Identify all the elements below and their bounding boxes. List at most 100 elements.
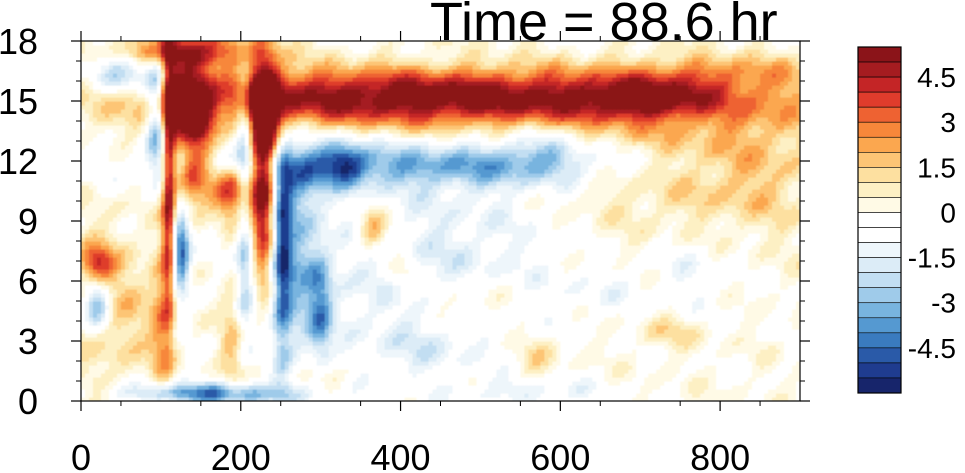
heatmap-cell — [412, 353, 418, 358]
heatmap-cell — [676, 337, 681, 342]
heatmap-cell — [144, 289, 150, 294]
heatmap-cell — [564, 297, 569, 302]
heatmap-cell — [796, 337, 800, 342]
heatmap-cell — [612, 369, 617, 374]
heatmap-cell — [772, 345, 777, 350]
heatmap-cell — [552, 365, 557, 370]
heatmap-cell — [592, 385, 597, 390]
heatmap-cell — [268, 373, 274, 378]
heatmap-cell — [200, 297, 206, 302]
heatmap-cell — [752, 329, 757, 334]
heatmap-cell — [88, 305, 94, 310]
heatmap-cell — [628, 385, 633, 390]
heatmap-cell — [744, 393, 749, 398]
heatmap-cell — [304, 377, 310, 382]
heatmap-cell — [792, 325, 797, 330]
heatmap-cell — [220, 293, 226, 298]
heatmap-cell — [664, 345, 669, 350]
heatmap-cell — [412, 349, 418, 354]
heatmap-cell — [400, 365, 406, 370]
heatmap-cell — [740, 393, 745, 398]
heatmap-cell — [592, 301, 597, 306]
heatmap-cell — [316, 353, 322, 358]
heatmap-cell — [336, 317, 342, 322]
heatmap-cell — [332, 389, 338, 394]
heatmap-cell — [308, 381, 314, 386]
heatmap-cell — [688, 373, 693, 378]
heatmap-cell — [632, 357, 637, 362]
heatmap-cell — [200, 377, 206, 382]
heatmap-cell — [560, 309, 565, 314]
heatmap-cell — [444, 361, 450, 366]
heatmap-cell — [400, 357, 406, 362]
heatmap-cell — [440, 381, 446, 386]
heatmap-cell — [672, 293, 677, 298]
heatmap-cell — [476, 313, 482, 318]
heatmap-cell — [768, 321, 773, 326]
heatmap-cell — [680, 397, 685, 401]
heatmap-cell — [116, 309, 122, 314]
heatmap-cell — [508, 389, 513, 394]
heatmap-cell — [500, 353, 506, 358]
heatmap-cell — [240, 373, 246, 378]
heatmap-cell — [304, 317, 310, 322]
heatmap-cell — [340, 345, 346, 350]
heatmap-cell — [244, 345, 250, 350]
heatmap-cell — [448, 361, 454, 366]
heatmap-cell — [412, 297, 418, 302]
heatmap-cell — [376, 293, 382, 298]
heatmap-cell — [488, 289, 494, 294]
heatmap-cell — [444, 321, 450, 326]
heatmap-cell — [700, 301, 705, 306]
heatmap-cell — [536, 349, 541, 354]
heatmap-cell — [788, 389, 793, 394]
heatmap-cell — [644, 321, 649, 326]
heatmap-cell — [212, 361, 218, 366]
heatmap-cell — [140, 385, 146, 390]
heatmap-cell — [556, 345, 561, 350]
heatmap-cell — [128, 373, 134, 378]
heatmap-cell — [788, 293, 793, 298]
heatmap-cell — [500, 305, 506, 310]
heatmap-cell — [372, 309, 378, 314]
heatmap-cell — [496, 361, 502, 366]
heatmap-cell — [472, 313, 478, 318]
heatmap-cell — [472, 361, 478, 366]
heatmap-cell — [712, 329, 717, 334]
heatmap-cell — [304, 329, 310, 334]
heatmap-cell — [352, 393, 358, 398]
heatmap-cell — [140, 397, 146, 401]
heatmap-cell — [476, 389, 482, 394]
heatmap-cell — [216, 381, 222, 386]
heatmap-cell — [156, 397, 162, 401]
heatmap-cell — [112, 365, 118, 370]
heatmap-cell — [100, 345, 106, 350]
heatmap-cell — [596, 341, 601, 346]
heatmap-cell — [512, 345, 517, 350]
heatmap-cell — [640, 305, 645, 310]
heatmap-cell — [576, 385, 581, 390]
heatmap-cell — [408, 333, 414, 338]
heatmap-cell — [684, 365, 689, 370]
heatmap-cell — [300, 373, 306, 378]
heatmap-cell — [716, 313, 721, 318]
heatmap-cell — [156, 297, 162, 302]
heatmap-cell — [596, 365, 601, 370]
heatmap-cell — [128, 349, 134, 354]
heatmap-cell — [416, 313, 422, 318]
heatmap-cell — [408, 381, 414, 386]
heatmap-cell — [596, 397, 601, 401]
heatmap-cell — [728, 337, 733, 342]
heatmap-cell — [128, 313, 134, 318]
heatmap-cell — [508, 289, 513, 294]
heatmap-cell — [600, 321, 605, 326]
heatmap-cell — [312, 349, 318, 354]
heatmap-cell — [568, 369, 573, 374]
heatmap-cell — [248, 373, 254, 378]
heatmap-cell — [452, 397, 458, 401]
heatmap-cell — [716, 317, 721, 322]
heatmap-cell — [644, 389, 649, 394]
heatmap-cell — [648, 309, 653, 314]
heatmap-cell — [624, 389, 629, 394]
heatmap-cell — [204, 393, 210, 398]
